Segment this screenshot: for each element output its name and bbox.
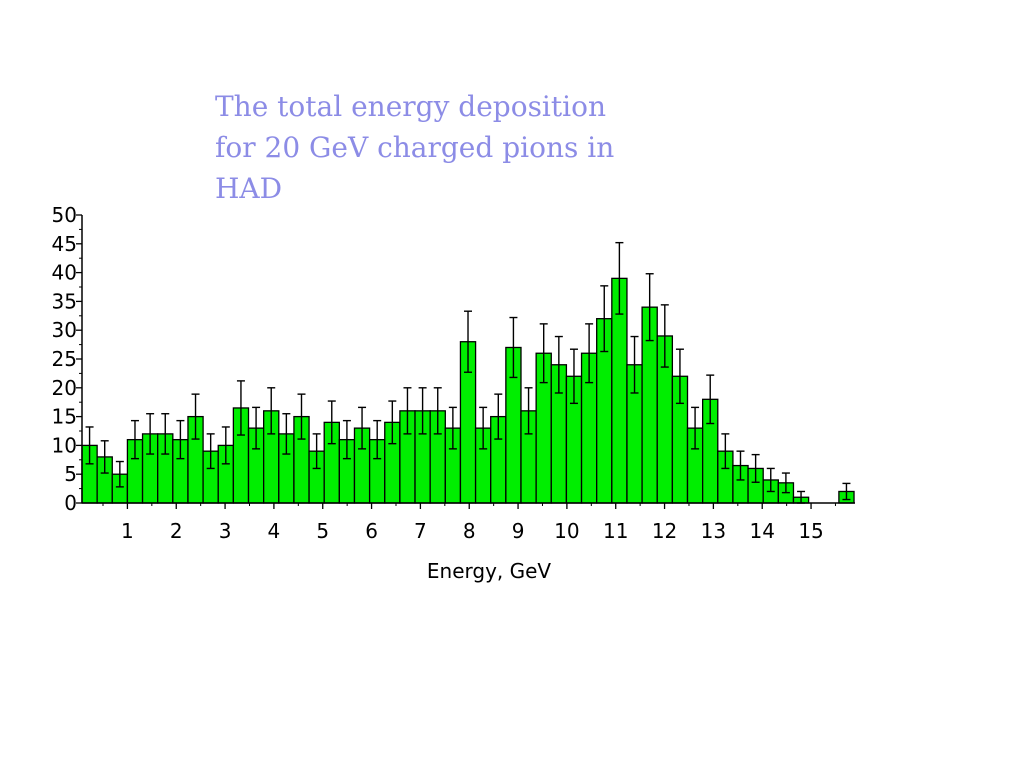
y-tick-label: 50 — [52, 203, 77, 227]
x-tick-label: 12 — [652, 519, 677, 543]
y-tick-label: 0 — [64, 491, 77, 515]
x-axis-label: Energy, GeV — [427, 559, 552, 583]
chart-title-line: for 20 GeV charged pions in — [215, 131, 615, 164]
x-tick-label: 3 — [219, 519, 232, 543]
y-tick-label: 25 — [52, 347, 77, 371]
y-tick-label: 35 — [52, 289, 77, 313]
x-tick-label: 4 — [268, 519, 281, 543]
y-tick-label: 15 — [52, 405, 77, 429]
x-tick-label: 15 — [798, 519, 823, 543]
x-tick-label: 7 — [414, 519, 427, 543]
x-tick-label: 5 — [316, 519, 329, 543]
x-tick-label: 2 — [170, 519, 183, 543]
x-tick-label: 13 — [701, 519, 726, 543]
x-tick-label: 14 — [749, 519, 774, 543]
x-tick-label: 1 — [121, 519, 134, 543]
error-bars-group — [85, 241, 851, 504]
y-tick-label: 5 — [64, 462, 77, 486]
y-tick-label: 10 — [52, 433, 77, 457]
y-tick-label: 45 — [52, 232, 77, 256]
y-tick-label: 20 — [52, 376, 77, 400]
x-tick-label: 6 — [365, 519, 378, 543]
chart-title: The total energy deposition for 20 GeV c… — [215, 86, 635, 209]
chart-title-line: The total energy deposition — [215, 90, 606, 123]
chart-title-line: HAD — [215, 172, 283, 205]
y-tick-label: 40 — [52, 261, 77, 285]
x-tick-label: 9 — [512, 519, 525, 543]
x-tick-label: 10 — [554, 519, 579, 543]
y-tick-label: 30 — [52, 318, 77, 342]
x-tick-label: 11 — [603, 519, 628, 543]
x-tick-label: 8 — [463, 519, 476, 543]
